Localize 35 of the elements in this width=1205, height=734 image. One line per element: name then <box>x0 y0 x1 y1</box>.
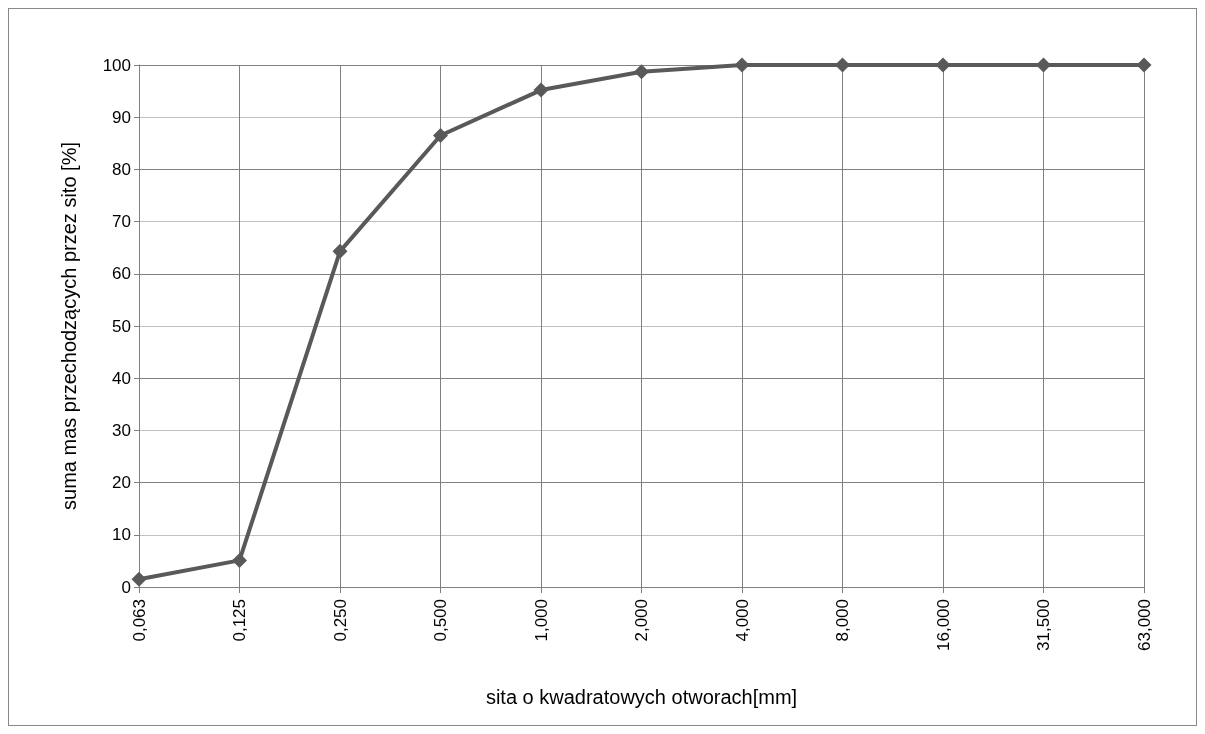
point <box>835 57 850 73</box>
y-tick-label: 80 <box>112 159 131 179</box>
x-axis-title: sita o kwadratowych otworach[mm] <box>485 686 798 708</box>
point <box>734 57 750 73</box>
point <box>332 243 348 259</box>
x-tick-label: 0,063 <box>129 599 149 642</box>
y-tick-label: 70 <box>112 212 131 232</box>
x-tick-label: 63,000 <box>1134 599 1154 651</box>
y-tick-label: 90 <box>112 107 131 127</box>
point <box>433 127 448 143</box>
point <box>634 64 649 80</box>
y-tick-label: 10 <box>112 525 131 545</box>
point <box>935 57 951 73</box>
y-tick-label: 0 <box>121 577 131 597</box>
x-tick-label: 0,250 <box>330 599 350 642</box>
point <box>1136 57 1152 73</box>
y-tick-label: 50 <box>112 316 131 336</box>
y-tick-label: 100 <box>102 55 131 75</box>
x-tick-label: 1,000 <box>531 599 551 642</box>
x-tick-label: 0,125 <box>230 599 249 642</box>
point <box>131 571 147 587</box>
point <box>232 552 247 568</box>
x-tick-label: 0,500 <box>431 599 450 642</box>
y-tick-label: 20 <box>112 473 131 493</box>
y-tick-label: 60 <box>112 264 131 284</box>
x-tick-label: 2,000 <box>632 599 651 642</box>
point <box>1036 57 1051 73</box>
x-tick-label: 16,000 <box>933 599 953 651</box>
x-tick-label: 31,500 <box>1034 599 1053 651</box>
y-axis-title: suma mas przechodzących przez sito [%] <box>58 142 80 510</box>
x-tick-label: 8,000 <box>833 599 852 642</box>
y-tick-label: 30 <box>112 420 131 440</box>
y-tick-label: 40 <box>112 368 131 388</box>
point <box>533 82 549 98</box>
x-tick-label: 4,000 <box>732 599 752 642</box>
